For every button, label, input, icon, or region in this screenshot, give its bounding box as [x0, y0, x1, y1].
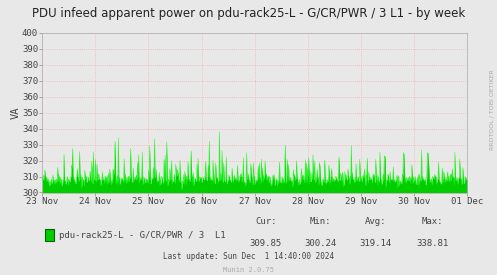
Text: RRDTOOL / TOBI OETIKER: RRDTOOL / TOBI OETIKER — [490, 70, 495, 150]
Text: Cur:: Cur: — [255, 217, 277, 226]
Text: PDU infeed apparent power on pdu-rack25-L - G/CR/PWR / 3 L1 - by week: PDU infeed apparent power on pdu-rack25-… — [32, 7, 465, 20]
Y-axis label: VA: VA — [10, 106, 20, 119]
Text: pdu-rack25-L - G/CR/PWR / 3  L1: pdu-rack25-L - G/CR/PWR / 3 L1 — [59, 231, 225, 240]
Text: 300.24: 300.24 — [305, 239, 336, 248]
Text: 338.81: 338.81 — [416, 239, 448, 248]
Text: Last update: Sun Dec  1 14:40:00 2024: Last update: Sun Dec 1 14:40:00 2024 — [163, 252, 334, 261]
Text: Min:: Min: — [310, 217, 331, 226]
Text: 319.14: 319.14 — [359, 239, 391, 248]
Text: Avg:: Avg: — [364, 217, 386, 226]
Text: 309.85: 309.85 — [250, 239, 282, 248]
Text: Max:: Max: — [421, 217, 443, 226]
Text: Munin 2.0.75: Munin 2.0.75 — [223, 267, 274, 273]
